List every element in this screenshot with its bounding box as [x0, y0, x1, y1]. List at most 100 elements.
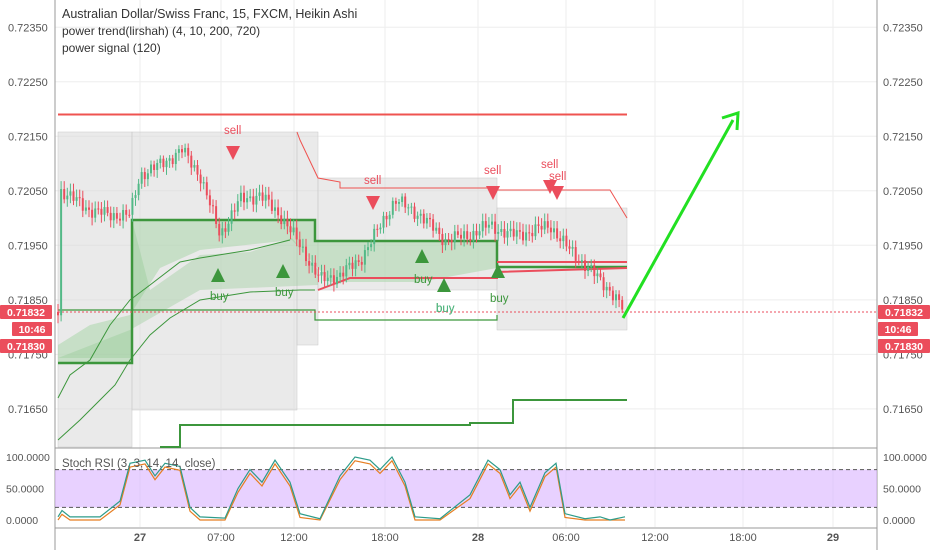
candle-body — [373, 228, 376, 245]
candle-body — [444, 239, 447, 246]
green-region-inner — [58, 220, 318, 358]
indicator-power-signal[interactable]: power signal (120) — [62, 41, 161, 55]
sell-label: sell — [364, 175, 381, 187]
candle-body — [280, 215, 283, 225]
candle-body — [553, 228, 555, 233]
candle-body — [472, 230, 475, 241]
candle-body — [360, 261, 363, 265]
price-tag-current-right-bg — [878, 305, 930, 319]
candle-body — [184, 147, 187, 153]
candle-body — [413, 206, 416, 219]
candle-body — [407, 207, 410, 209]
candle-body — [109, 212, 112, 221]
channel-box — [57, 131, 133, 448]
buy-signal-icon — [211, 268, 225, 282]
candle-body — [283, 218, 286, 225]
candle-body — [342, 272, 345, 277]
candle-body — [199, 174, 202, 184]
candle-body — [556, 228, 559, 239]
candle-body — [525, 232, 528, 241]
buy-label: buy — [436, 303, 455, 315]
candle-body — [435, 227, 438, 231]
candle-body — [419, 213, 422, 216]
sell-signal-icon — [226, 146, 240, 160]
candle-body — [618, 294, 621, 300]
candle-body — [106, 207, 109, 213]
y-tick-label-right: 0.72150 — [883, 131, 923, 143]
buy-signal-icon — [415, 249, 429, 263]
candle-body — [181, 149, 183, 153]
candle-body — [531, 232, 534, 237]
stoch-rsi-legend[interactable]: Stoch RSI (3, 3, 14, 14, close) — [62, 458, 216, 470]
candle-body — [351, 262, 354, 269]
y-tick-label-left: 0.72150 — [8, 131, 48, 143]
candle-body — [236, 201, 239, 212]
candle-body — [305, 246, 307, 262]
y-tick-label-left: 0.71950 — [8, 240, 48, 252]
candle-body — [292, 227, 295, 233]
candle-body — [140, 172, 143, 184]
candle-body — [159, 158, 162, 163]
candle-body — [503, 229, 506, 238]
indicator-power-trend[interactable]: power trend(lirshah) (4, 10, 200, 720) — [62, 24, 261, 38]
candle-body — [323, 272, 326, 282]
candle-body — [171, 158, 174, 165]
candle-body — [208, 195, 211, 206]
y-tick-label-right: 0.71950 — [883, 240, 923, 252]
candle-body — [246, 198, 249, 203]
price-tag-close-left-bg — [0, 339, 52, 353]
x-tick-label: 18:00 — [371, 532, 399, 544]
candle-body — [363, 250, 366, 265]
candle-body — [537, 224, 540, 226]
candle-body — [143, 172, 146, 180]
candle-body — [385, 215, 388, 220]
candle-body — [131, 197, 134, 215]
chart-title: Australian Dollar/Swiss Franc, 15, FXCM,… — [62, 7, 358, 21]
candle-body — [187, 147, 190, 156]
candle-body — [162, 158, 165, 168]
candle-body — [404, 196, 407, 208]
candle-body — [196, 165, 199, 175]
sell-label: sell — [484, 165, 501, 177]
candle-body — [243, 192, 245, 203]
candle-body — [301, 246, 304, 248]
candle-body — [370, 244, 373, 248]
candle-body — [500, 229, 503, 232]
candle-body — [416, 215, 419, 219]
buy-label: buy — [210, 291, 229, 303]
candle-body — [602, 277, 605, 291]
candle-body — [596, 273, 599, 277]
candle-body — [88, 207, 90, 210]
candle-body — [540, 225, 543, 230]
candle-body — [326, 277, 329, 282]
candle-body — [401, 196, 404, 203]
sell-signal-icon — [543, 180, 557, 194]
rsi-k-line — [57, 455, 626, 521]
candle-body — [534, 224, 537, 237]
candle-body — [398, 202, 400, 204]
candle-body — [267, 194, 270, 200]
y-tick-label-left: 0.72050 — [8, 186, 48, 198]
price-tag-current-left: 0.71832 — [7, 307, 45, 319]
candle-body — [494, 221, 497, 234]
candle-body — [115, 213, 118, 219]
candle-body — [289, 226, 292, 233]
y-tick-label-left: 0.71650 — [8, 404, 48, 416]
buy-signal-icon — [437, 278, 451, 292]
x-tick-label: 28 — [472, 532, 484, 544]
candle-body — [193, 165, 196, 168]
candle-body — [78, 197, 81, 199]
rsi-tick-left: 100.0000 — [6, 452, 50, 464]
candle-body — [549, 227, 552, 233]
lower-green-step — [58, 309, 498, 321]
price-tag-current-right: 0.71832 — [885, 307, 923, 319]
candle-body — [72, 191, 75, 201]
candle-body — [469, 238, 472, 241]
candle-body — [190, 155, 193, 168]
candle-body — [314, 262, 317, 275]
chart-legend: Australian Dollar/Swiss Franc, 15, FXCM,… — [62, 6, 357, 57]
candle-body — [227, 223, 230, 232]
candle-body — [252, 196, 255, 205]
